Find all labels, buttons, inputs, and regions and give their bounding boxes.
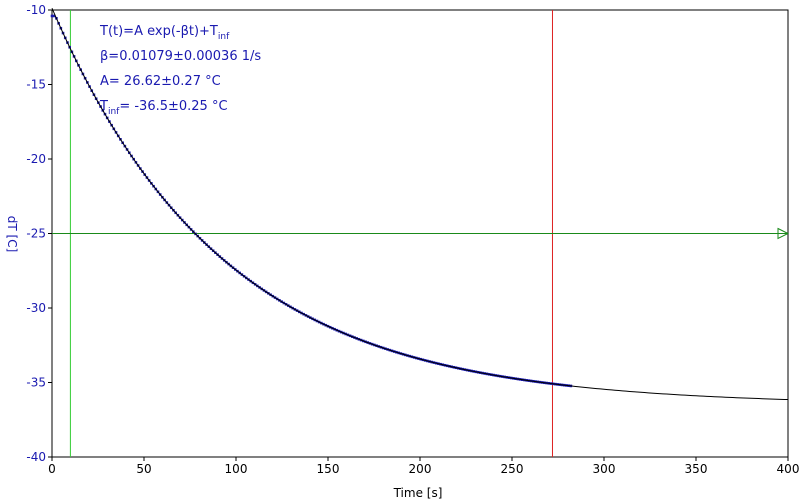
x-tick-label: 300 <box>593 462 616 476</box>
data-series <box>50 14 573 388</box>
x-tick-label: 350 <box>685 462 708 476</box>
arrow-head-icon <box>777 227 790 240</box>
x-axis-title: Time [s] <box>393 486 443 500</box>
y-axis-title: dT [C] <box>5 216 19 253</box>
y-tick-label: -20 <box>26 152 46 166</box>
data-point <box>52 14 56 18</box>
y-tick-label: -15 <box>26 78 46 92</box>
y-tick-label: -10 <box>26 3 46 17</box>
x-tick-label: 250 <box>501 462 524 476</box>
x-axis-ticks: 0 50 100 150 200 250 300 350 400 <box>48 457 799 476</box>
x-tick-label: 50 <box>136 462 151 476</box>
x-tick-label: 200 <box>409 462 432 476</box>
annotation-beta: β=0.01079±0.00036 1/s <box>100 49 261 64</box>
x-tick-label: 100 <box>225 462 248 476</box>
x-tick-label: 400 <box>777 462 800 476</box>
annotation-tinf: Tinf= -36.5±0.25 °C <box>99 99 228 117</box>
fit-curve <box>51 8 789 401</box>
marker-lines <box>52 10 788 457</box>
y-tick-label: -35 <box>26 376 46 390</box>
data-point <box>50 14 54 18</box>
x-tick-label: 0 <box>48 462 56 476</box>
y-tick-label: -30 <box>26 301 46 315</box>
annotation-a: A= 26.62±0.27 °C <box>100 74 221 89</box>
y-tick-label: -40 <box>26 450 46 464</box>
x-tick-label: 150 <box>317 462 340 476</box>
y-tick-label: -25 <box>26 227 46 241</box>
y-axis-ticks: -10 -15 -20 -25 -30 -35 -40 <box>26 3 52 464</box>
annotation-model: T(t)=A exp(-βt)+Tinf <box>99 24 230 42</box>
